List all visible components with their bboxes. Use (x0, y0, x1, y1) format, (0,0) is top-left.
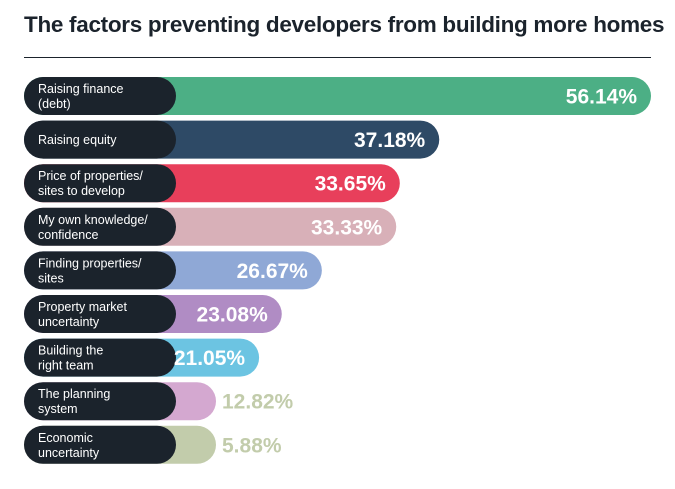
category-label-2-0: Price of properties/ (38, 169, 143, 183)
value-label-3: 33.33% (311, 216, 383, 239)
value-label-1: 37.18% (354, 129, 426, 152)
category-pill-5 (24, 295, 176, 333)
category-label-1-0: Raising equity (38, 133, 117, 147)
category-label-5-0: Property market (38, 300, 127, 314)
category-label-8-0: Economic (38, 431, 93, 445)
value-label-4: 26.67% (237, 260, 309, 283)
category-pill-1 (24, 120, 176, 159)
category-label-0-0: Raising finance (38, 82, 124, 96)
category-label-3-1: confidence (38, 228, 99, 242)
category-pill-8 (24, 425, 176, 464)
category-pill-7 (24, 382, 176, 421)
category-pill-6 (24, 338, 176, 377)
value-label-8: 5.88% (222, 434, 282, 457)
category-pill-4 (24, 251, 176, 290)
category-pill-2 (24, 164, 176, 203)
category-label-2-1: sites to develop (38, 184, 125, 198)
bar-0 (24, 77, 651, 115)
category-label-8-1: uncertainty (38, 446, 100, 460)
value-label-5: 23.08% (197, 304, 269, 327)
category-label-7-0: The planning (38, 387, 110, 401)
category-label-3-0: My own knowledge/ (38, 213, 148, 227)
category-pill-3 (24, 207, 176, 246)
category-label-4-1: sites (38, 271, 64, 285)
category-label-6-0: Building the (38, 344, 103, 358)
category-label-5-1: uncertainty (38, 315, 100, 329)
category-label-7-1: system (38, 402, 78, 416)
chart-title: The factors preventing developers from b… (24, 12, 665, 37)
value-label-2: 33.65% (315, 173, 387, 196)
category-label-4-0: Finding properties/ (38, 256, 142, 270)
value-label-7: 12.82% (222, 391, 294, 414)
value-label-0: 56.14% (566, 86, 638, 109)
category-pill-0 (24, 77, 176, 115)
title-divider (24, 57, 651, 58)
value-label-6: 21.05% (174, 347, 246, 370)
category-label-6-1: right team (38, 359, 94, 373)
category-label-0-1: (debt) (38, 97, 71, 111)
